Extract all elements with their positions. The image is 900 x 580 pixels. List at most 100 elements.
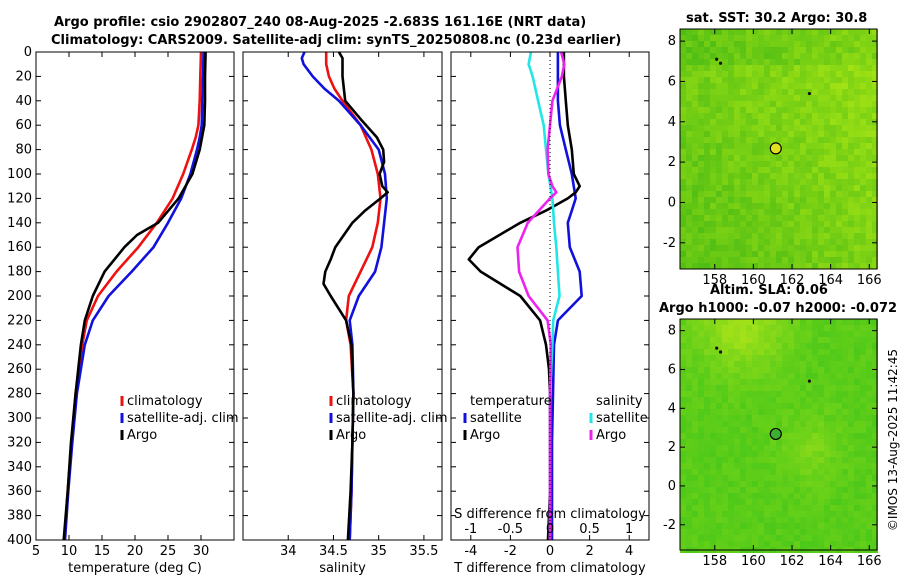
sla-map-cell bbox=[812, 505, 818, 511]
sla-map-cell bbox=[692, 415, 698, 421]
sst-map-cell bbox=[776, 263, 782, 269]
sla-map-cell bbox=[824, 319, 830, 325]
sla-map-cell bbox=[686, 511, 692, 517]
sst-map-cell bbox=[854, 167, 860, 173]
sst-map-cell bbox=[710, 107, 716, 113]
sla-map-cell bbox=[680, 337, 686, 343]
sst-map-cell bbox=[866, 245, 872, 251]
depth-tick-label: 40 bbox=[15, 94, 32, 109]
sst-map-cell bbox=[752, 41, 758, 47]
panel3-xlabel: T difference from climatology bbox=[453, 561, 646, 576]
sla-map-cell bbox=[806, 511, 812, 517]
sst-map-cell bbox=[764, 65, 770, 71]
sla-map-cell bbox=[746, 499, 752, 505]
sla-map-cell bbox=[788, 385, 794, 391]
sst-map-cell bbox=[842, 113, 848, 119]
sst-map-cell bbox=[698, 131, 704, 137]
sst-map-cell bbox=[752, 107, 758, 113]
sla-map-cell bbox=[854, 535, 860, 541]
sst-map-cell bbox=[788, 107, 794, 113]
sst-map-cell bbox=[764, 149, 770, 155]
sst-map-cell bbox=[788, 131, 794, 137]
sst-map-cell bbox=[788, 245, 794, 251]
sla-map-cell bbox=[860, 487, 866, 493]
sla-map-cell bbox=[788, 499, 794, 505]
sst-map-cell bbox=[854, 233, 860, 239]
sla-map-cell bbox=[752, 403, 758, 409]
sla-map-cell bbox=[722, 343, 728, 349]
sla-map-cell bbox=[746, 325, 752, 331]
sst-map-cell bbox=[758, 191, 764, 197]
sla-map-cell bbox=[830, 499, 836, 505]
sst-map-cell bbox=[818, 89, 824, 95]
sla-map-cell bbox=[818, 397, 824, 403]
sst-map-cell bbox=[704, 137, 710, 143]
sla-map-cell bbox=[800, 391, 806, 397]
sla-map-cell bbox=[848, 337, 854, 343]
sst-map-cell bbox=[794, 245, 800, 251]
sla-map-cell bbox=[830, 421, 836, 427]
sst-map-cell bbox=[758, 227, 764, 233]
sla-map-cell bbox=[794, 451, 800, 457]
sst-map-cell bbox=[764, 209, 770, 215]
sst-map-cell bbox=[740, 197, 746, 203]
sst-map-cell bbox=[716, 107, 722, 113]
sla-map-cell bbox=[734, 505, 740, 511]
sst-map-cell bbox=[728, 65, 734, 71]
sla-map-cell bbox=[716, 475, 722, 481]
sla-map-cell bbox=[764, 451, 770, 457]
panel3-xtick-label: -4 bbox=[464, 544, 477, 559]
sst-map-cell bbox=[860, 47, 866, 53]
sla-map-cell bbox=[716, 337, 722, 343]
sst-map-cell bbox=[818, 137, 824, 143]
sla-map-cell bbox=[770, 391, 776, 397]
sst-map-cell bbox=[722, 83, 728, 89]
sst-map-cell bbox=[752, 149, 758, 155]
figure-title-line1: Argo profile: csio 2902807_240 08-Aug-20… bbox=[54, 15, 587, 30]
panel1-xtick-label: 5 bbox=[32, 544, 40, 559]
sst-map-cell bbox=[812, 29, 818, 35]
sst-map-cell bbox=[722, 257, 728, 263]
sst-map-cell bbox=[842, 59, 848, 65]
sla-map-cell bbox=[866, 517, 872, 523]
sla-map-cell bbox=[722, 337, 728, 343]
sst-map-cell bbox=[752, 197, 758, 203]
sst-map-cell bbox=[824, 35, 830, 41]
sla-map-cell bbox=[860, 439, 866, 445]
sst-map-cell bbox=[686, 113, 692, 119]
sst-map-cell bbox=[830, 107, 836, 113]
sla-map-cell bbox=[698, 361, 704, 367]
sla-map-cell bbox=[710, 415, 716, 421]
sla-map-cell bbox=[818, 445, 824, 451]
sst-map-cell bbox=[812, 173, 818, 179]
sla-map-cell bbox=[704, 487, 710, 493]
sla-map-cell bbox=[824, 457, 830, 463]
sst-map-cell bbox=[698, 251, 704, 257]
sst-map-cell bbox=[686, 53, 692, 59]
sla-map-cell bbox=[800, 409, 806, 415]
sla-map-cell bbox=[812, 451, 818, 457]
sla-map-cell bbox=[698, 427, 704, 433]
sla-map-cell bbox=[770, 361, 776, 367]
sla-map-cell bbox=[728, 475, 734, 481]
sla-map-cell bbox=[872, 349, 878, 355]
sla-map-cell bbox=[860, 469, 866, 475]
sst-map-cell bbox=[776, 119, 782, 125]
sst-map-cell bbox=[728, 143, 734, 149]
depth-tick-label: 20 bbox=[15, 69, 32, 84]
sst-map-cell bbox=[824, 113, 830, 119]
sst-map-cell bbox=[680, 161, 686, 167]
sla-map-cell bbox=[860, 325, 866, 331]
sst-map-cell bbox=[686, 149, 692, 155]
sla-map-cell bbox=[872, 385, 878, 391]
sla-map-cell bbox=[806, 445, 812, 451]
depth-tick-label: 200 bbox=[7, 289, 32, 304]
sla-map-cell bbox=[740, 349, 746, 355]
sst-map-cell bbox=[692, 89, 698, 95]
sst-map-cell bbox=[812, 131, 818, 137]
sla-map-cell bbox=[788, 511, 794, 517]
sla-map-cell bbox=[764, 505, 770, 511]
sst-map-cell bbox=[692, 263, 698, 269]
sst-map-cell bbox=[764, 239, 770, 245]
sst-map-cell bbox=[866, 173, 872, 179]
